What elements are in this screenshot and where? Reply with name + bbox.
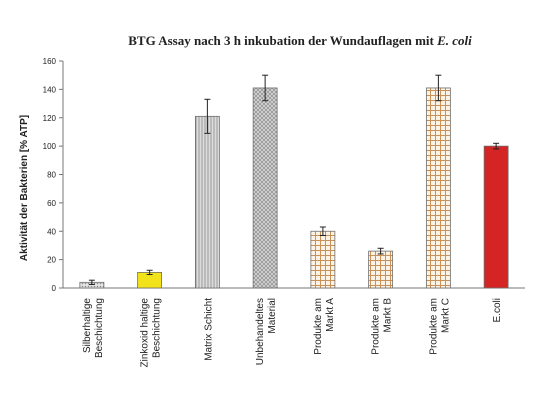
chart-title-italic: E. coli xyxy=(436,33,472,48)
bar xyxy=(425,87,451,289)
x-tick-label: E.coli xyxy=(492,298,503,322)
error-bar xyxy=(435,74,442,102)
x-tick-label: Beschichtung xyxy=(94,298,105,358)
y-tick-label: 60 xyxy=(47,199,56,208)
bar xyxy=(252,87,278,289)
x-tick-label: Beschichtung xyxy=(152,298,163,358)
bar xyxy=(368,250,394,289)
y-tick-label: 120 xyxy=(43,114,57,123)
error-bar xyxy=(377,247,384,255)
bars xyxy=(79,87,509,289)
y-tick-label: 20 xyxy=(47,256,56,265)
bar xyxy=(483,145,509,289)
error-bar xyxy=(88,279,95,285)
y-tick-labels: 0 20 40 60 80 100 120 140 160 xyxy=(43,57,57,293)
y-tick-label: 160 xyxy=(43,57,57,66)
x-tick-label: Markt C xyxy=(440,298,451,333)
error-bar xyxy=(262,74,269,102)
bar xyxy=(194,115,220,289)
x-tick-label: Produkte am xyxy=(313,298,324,355)
chart-title: BTG Assay nach 3 h inkubation der Wundau… xyxy=(128,33,472,48)
error-bar xyxy=(319,226,326,237)
x-tick-label: Produkte am xyxy=(371,298,382,355)
y-tick-label: 40 xyxy=(47,227,56,236)
x-tick-label: Markt A xyxy=(325,298,336,332)
axes xyxy=(59,60,525,289)
y-axis-label: Aktivität der Bakterien [% ATP] xyxy=(19,115,30,261)
x-tick-label: Markt B xyxy=(383,298,394,333)
error-bars xyxy=(88,74,500,285)
x-tick-label: Produkte am xyxy=(428,298,439,355)
x-tick-labels: Silberhaltige Beschichtung Zinkoxid haltig… xyxy=(82,298,503,368)
y-tick-label: 140 xyxy=(43,85,57,94)
error-bar xyxy=(204,98,211,134)
error-bar xyxy=(146,269,153,276)
error-bar xyxy=(493,142,500,150)
x-tick-label: Material xyxy=(267,298,278,334)
y-tick-label: 100 xyxy=(43,142,57,151)
x-tick-label: Zinkoxid haltige xyxy=(140,298,151,368)
x-tick-label: Silberhaltige xyxy=(82,298,93,353)
y-tick-label: 80 xyxy=(47,171,56,180)
y-tick-label: 0 xyxy=(52,284,57,293)
x-tick-label: Matrix Schicht xyxy=(203,298,214,361)
x-tick-label: Unbehandeltes xyxy=(255,298,266,365)
bar xyxy=(310,230,336,289)
